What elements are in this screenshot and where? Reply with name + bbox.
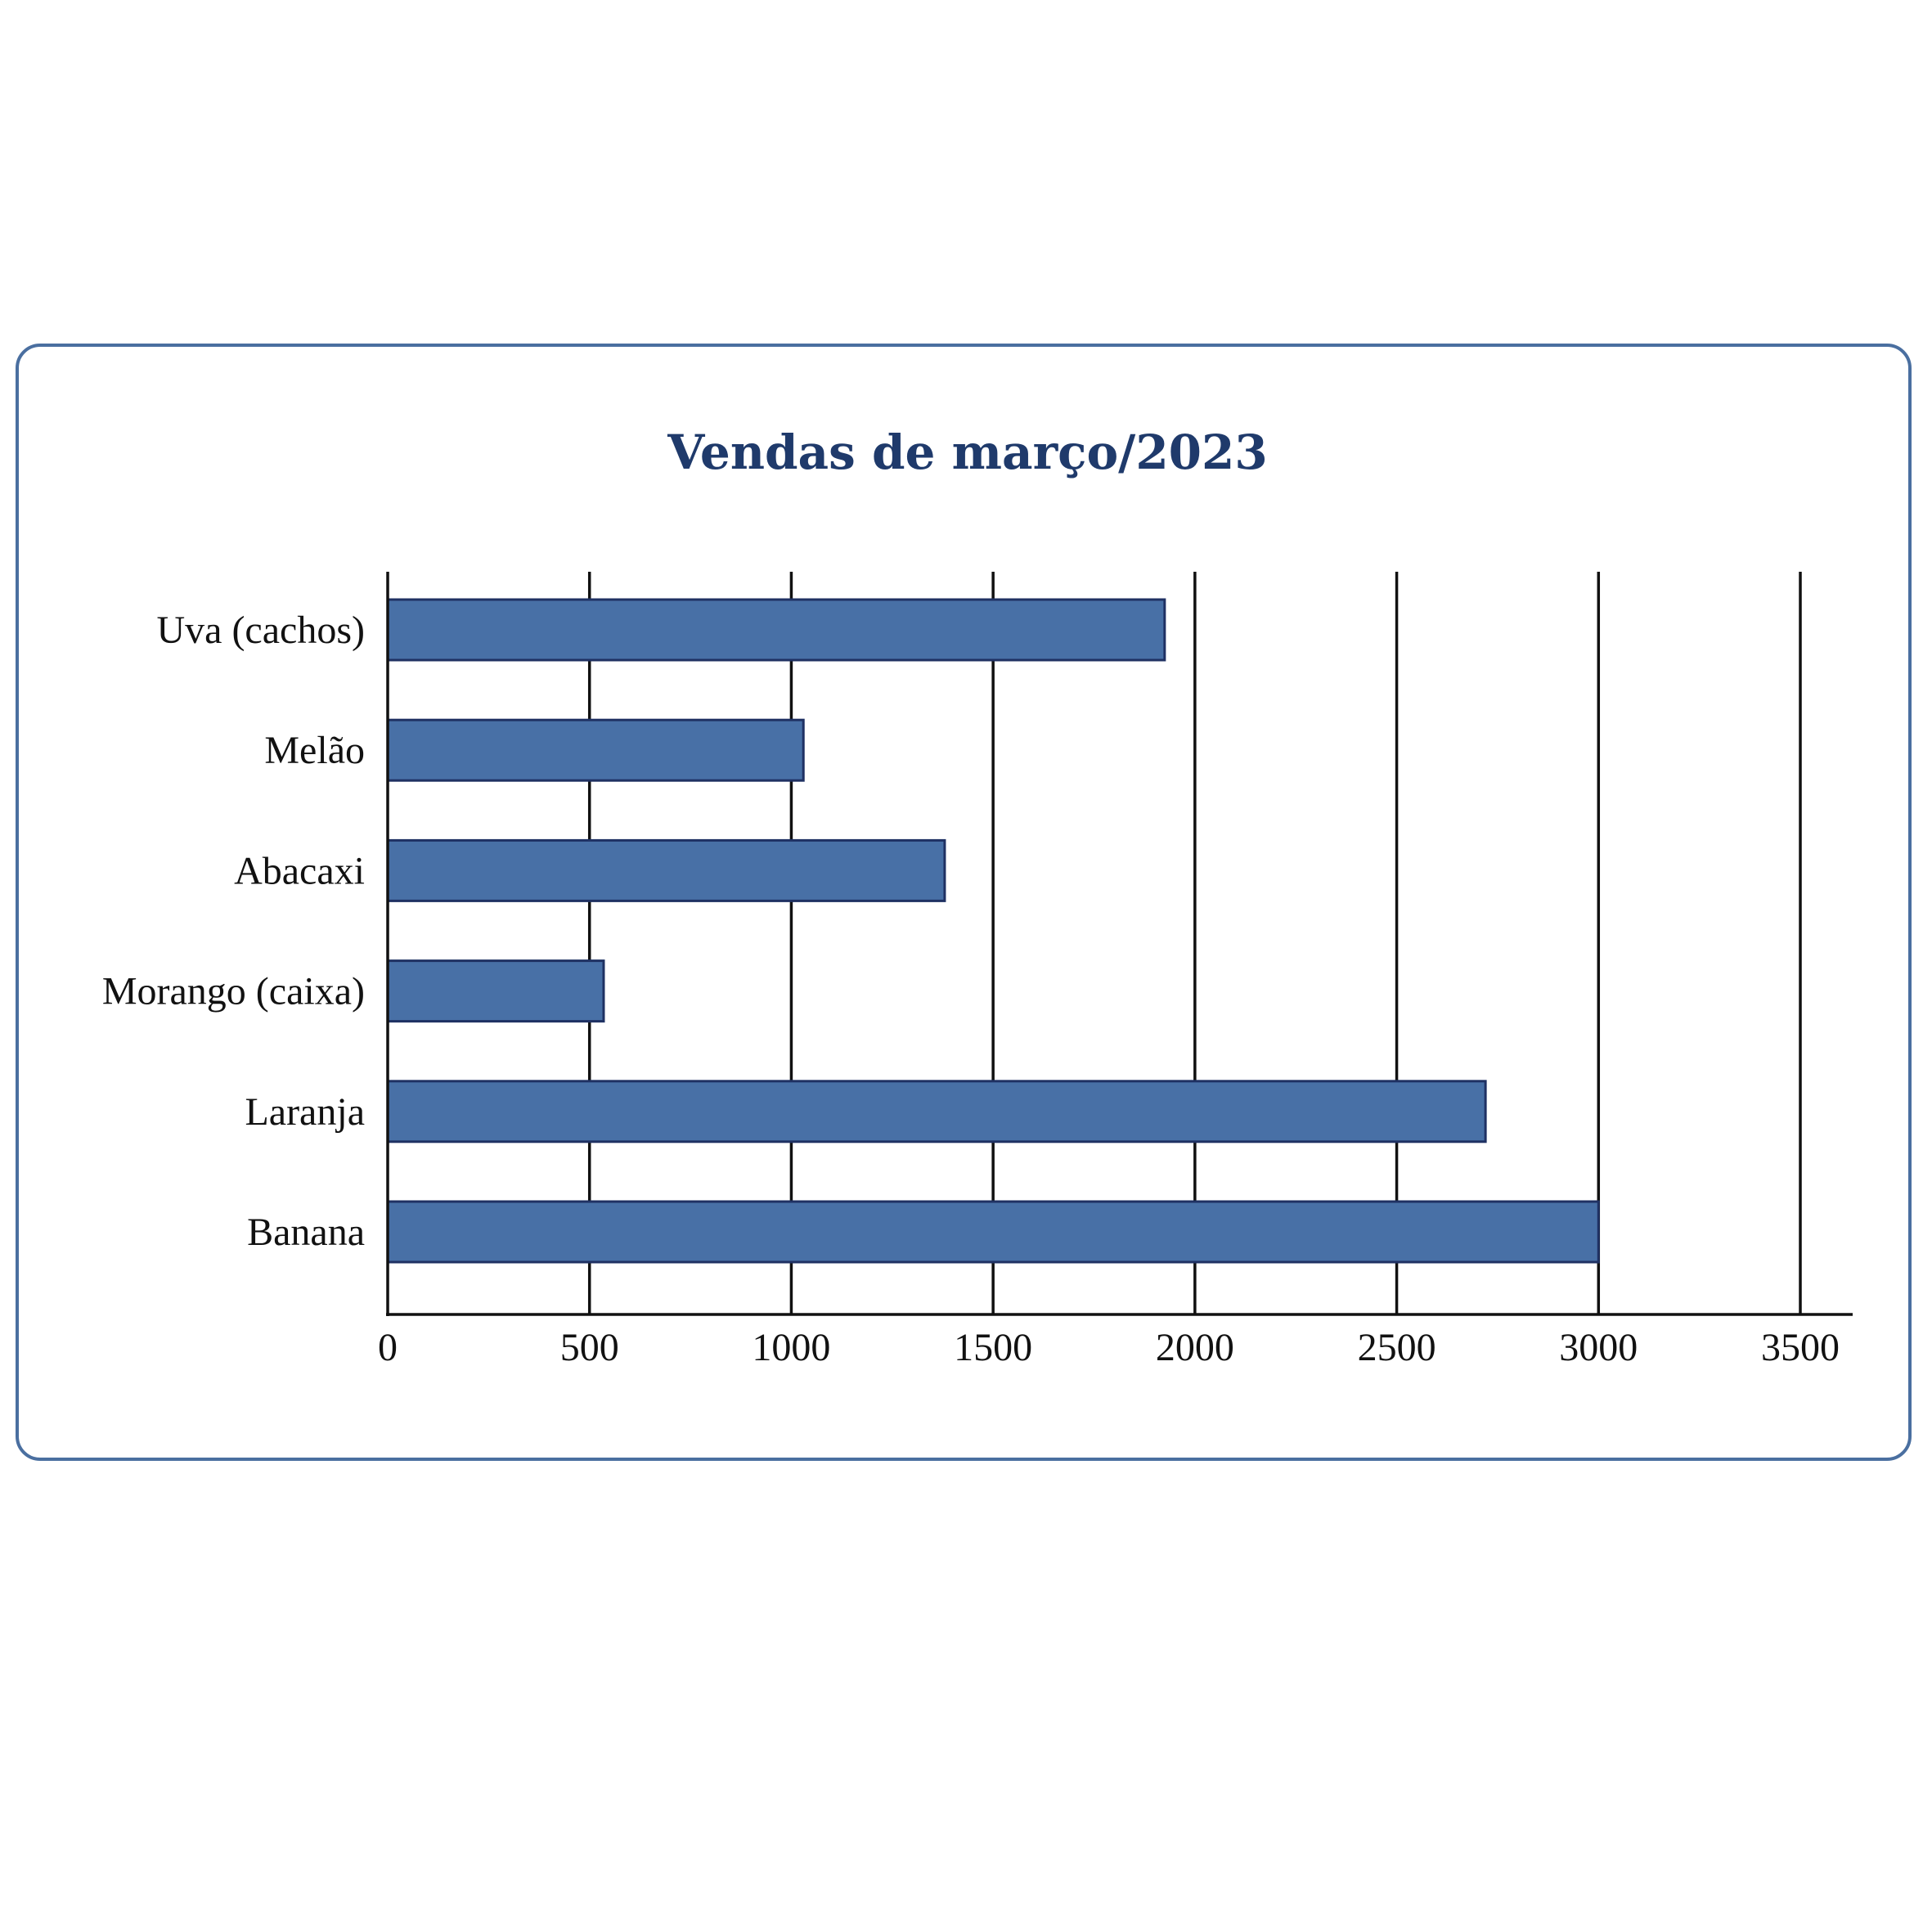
x-tick-label-500: 500 xyxy=(560,1326,619,1369)
x-tick-label-1500: 1500 xyxy=(954,1326,1032,1369)
category-label-2: Melão xyxy=(264,729,365,772)
chart-title: Vendas de março/2023 xyxy=(667,425,1268,480)
bar-1 xyxy=(386,598,1166,662)
x-tick-label-3000: 3000 xyxy=(1559,1326,1638,1369)
bar-2 xyxy=(386,718,805,782)
axes xyxy=(386,572,1853,1316)
category-label-3: Abacaxi xyxy=(234,849,365,892)
bar-6 xyxy=(386,1200,1600,1264)
category-label-5: Laranja xyxy=(245,1090,365,1134)
bars xyxy=(386,598,1600,1264)
gridlines xyxy=(587,572,1802,1314)
category-label-1: Uva (cachos) xyxy=(156,609,365,652)
x-tick-label-0: 0 xyxy=(378,1326,398,1369)
category-label-4: Morango (caixa) xyxy=(102,970,365,1013)
x-tick-label-2500: 2500 xyxy=(1358,1326,1436,1369)
chart-frame: Vendas de março/2023 Uva (cachos) Melão Ab… xyxy=(16,344,1912,1461)
category-labels: Uva (cachos) Melão Abacaxi Morango (caixa) L… xyxy=(102,609,365,1254)
bar-chart: Vendas de março/2023 Uva (cachos) Melão Ab… xyxy=(102,425,1853,1369)
bar-3 xyxy=(386,838,946,902)
x-tick-label-2000: 2000 xyxy=(1156,1326,1234,1369)
x-tick-label-1000: 1000 xyxy=(752,1326,830,1369)
x-tick-label-3500: 3500 xyxy=(1761,1326,1840,1369)
category-label-6: Banana xyxy=(247,1211,365,1254)
x-tick-labels: 0 500 1000 1500 2000 2500 3000 3500 xyxy=(378,1326,1840,1369)
bar-5 xyxy=(386,1080,1487,1143)
bar-4 xyxy=(386,959,605,1023)
